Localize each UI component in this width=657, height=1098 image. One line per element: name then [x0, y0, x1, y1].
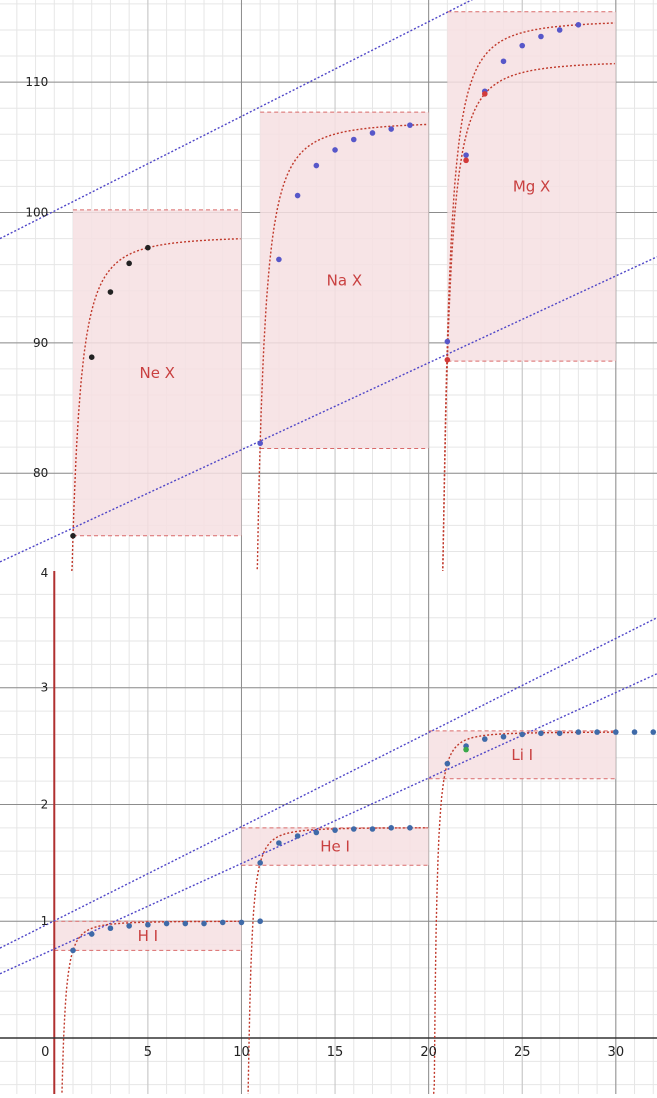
data-point [350, 136, 357, 143]
data-point [88, 931, 95, 937]
region-label: Li I [511, 746, 533, 764]
data-point [126, 923, 132, 929]
data-point [294, 192, 301, 199]
data-point [481, 736, 488, 742]
fit-curve [432, 731, 615, 1094]
x-tick-label: 0 [41, 1045, 49, 1060]
data-point [107, 925, 114, 932]
y-tick-label: 3 [41, 681, 49, 695]
data-point [332, 147, 338, 153]
y-tick-label: 100 [25, 205, 48, 219]
y-tick-label: 2 [41, 797, 49, 811]
data-point [238, 919, 245, 926]
data-point [163, 920, 170, 927]
data-point [201, 920, 207, 927]
data-point [575, 21, 582, 28]
data-point [519, 42, 526, 49]
data-point [257, 860, 263, 866]
data-point [463, 157, 469, 164]
fit-curve [71, 238, 241, 571]
data-point [650, 729, 657, 735]
region-label: Mg X [513, 177, 551, 195]
data-point [182, 920, 189, 927]
data-point [145, 921, 151, 928]
data-point [350, 826, 357, 832]
data-point [594, 729, 600, 735]
region-label: Na X [327, 271, 362, 289]
region-na-x [260, 112, 429, 449]
data-point [500, 733, 507, 740]
data-point [463, 152, 469, 158]
fit-curve [256, 123, 428, 571]
data-point [257, 918, 263, 925]
y-tick-label: 110 [25, 75, 48, 89]
region-li-i [428, 730, 616, 779]
data-point [407, 825, 413, 831]
x-tick-label: 30 [608, 1045, 625, 1060]
data-point [70, 947, 76, 954]
data-point [332, 827, 338, 833]
x-tick-label: 5 [144, 1045, 152, 1060]
data-point [538, 33, 544, 40]
data-point [631, 729, 638, 735]
y-tick-label: 90 [33, 336, 48, 350]
data-point [556, 730, 563, 737]
data-point [369, 130, 376, 136]
region-he-i [241, 827, 429, 866]
panel-1: Ne X Na X Mg X 80 90 100 110 [0, 0, 657, 571]
data-point [88, 354, 95, 361]
data-point [388, 126, 395, 132]
data-point [556, 27, 563, 33]
data-point [294, 833, 301, 839]
data-point [313, 829, 320, 836]
data-point [369, 826, 376, 832]
x-tick-label: 20 [420, 1045, 437, 1060]
region-label: He I [320, 838, 350, 856]
fit-curve [442, 62, 615, 571]
guide-line [0, 617, 657, 949]
panel-plot-area: H I He I Li I [0, 571, 657, 1094]
data-point [444, 760, 451, 767]
x-tick-label: 15 [327, 1045, 344, 1060]
data-point [575, 729, 582, 735]
data-point [388, 825, 395, 831]
data-point [70, 533, 76, 539]
data-point [463, 746, 469, 753]
data-point [407, 122, 413, 128]
data-point [481, 91, 488, 97]
data-point [444, 338, 451, 345]
y-tick-label: 80 [33, 466, 48, 480]
data-point [613, 729, 619, 735]
data-point [276, 840, 282, 846]
panel-plot-area: Ne X Na X Mg X [0, 0, 657, 571]
data-point [107, 289, 114, 295]
panel-2: H I He I Li I 1 2 3 4 0 5 10 15 20 25 30 [0, 566, 657, 1094]
fit-curve [442, 22, 615, 571]
guide-line [0, 0, 474, 240]
data-point [500, 58, 507, 65]
data-point [219, 919, 226, 926]
data-point [313, 162, 320, 169]
data-point [126, 260, 132, 267]
region-label: Ne X [139, 364, 175, 382]
guide-line [0, 256, 657, 563]
x-tick-label: 25 [514, 1045, 531, 1060]
region-ne-x [73, 209, 242, 536]
data-point [444, 357, 451, 363]
y-tick-label: 4 [41, 566, 49, 580]
y-tick-label: 1 [41, 914, 49, 928]
guide-line [0, 673, 657, 975]
x-tick-label: 10 [233, 1045, 250, 1060]
data-point [257, 440, 263, 447]
data-point [538, 730, 544, 737]
data-point [519, 731, 526, 738]
data-point [276, 256, 282, 263]
data-point [145, 244, 151, 251]
region-label: H I [138, 927, 158, 945]
